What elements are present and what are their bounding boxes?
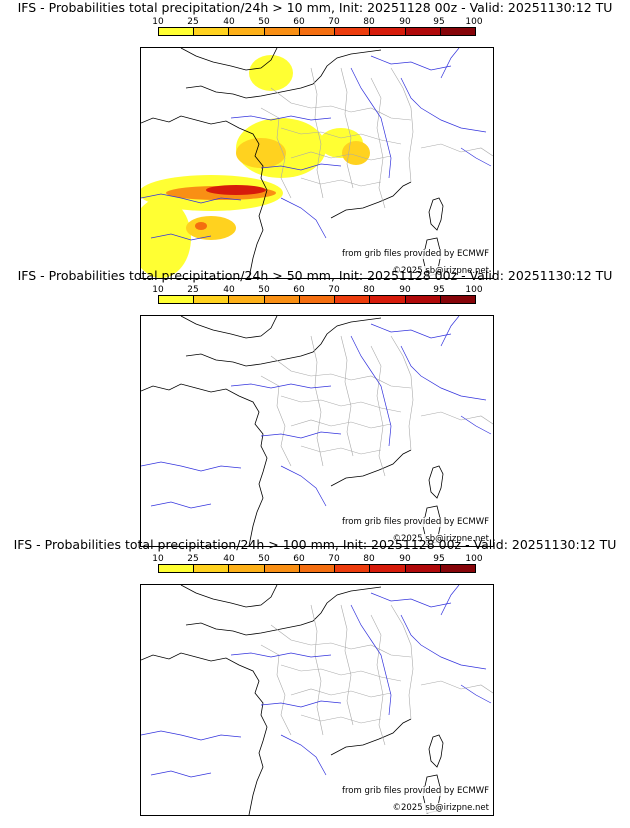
colorbar-tick-70: 70 xyxy=(328,285,340,295)
colorbar-segment xyxy=(229,296,265,303)
source-credit: from grib files provided by ECMWF xyxy=(342,249,489,259)
colorbar xyxy=(158,27,476,36)
precip-area-very-high xyxy=(206,185,266,195)
colorbar xyxy=(158,295,476,304)
colorbar-tick-50: 50 xyxy=(258,554,270,564)
colorbar-tick-95: 95 xyxy=(433,285,445,295)
colorbar-segment xyxy=(264,28,300,35)
colorbar-tick-100: 100 xyxy=(465,285,483,295)
map-canvas xyxy=(141,316,493,546)
colorbar-segment xyxy=(440,28,475,35)
colorbar-tick-70: 70 xyxy=(328,17,340,27)
precip-map: from grib files provided by ECMWF ©2025 … xyxy=(140,47,494,279)
colorbar-tick-10: 10 xyxy=(152,17,164,27)
colorbar-segment xyxy=(299,28,336,35)
precip-map: from grib files provided by ECMWF ©2025 … xyxy=(140,584,494,816)
colorbar-segment xyxy=(264,565,300,572)
precip-area-low xyxy=(141,198,191,278)
colorbar-tick-60: 60 xyxy=(293,285,305,295)
precip-area-high xyxy=(195,222,207,230)
colorbar-segment xyxy=(194,28,230,35)
map-canvas xyxy=(141,585,493,815)
colorbar-tick-90: 90 xyxy=(399,17,411,27)
precip-area-mid xyxy=(236,138,286,168)
colorbar-segment xyxy=(159,296,195,303)
colorbar-segment xyxy=(229,28,265,35)
panel-title: IFS - Probabilities total precipitation/… xyxy=(13,537,617,552)
colorbar-segment xyxy=(370,296,406,303)
colorbar-tick-25: 25 xyxy=(187,554,199,564)
precip-area-mid xyxy=(342,141,370,165)
map-panel-100mm: IFS - Probabilities total precipitation/… xyxy=(0,537,630,816)
precip-map: from grib files provided by ECMWF ©2025 … xyxy=(140,315,494,547)
copyright-credit: ©2025 sb@irizpne.net xyxy=(392,266,489,276)
colorbar-segment xyxy=(370,565,406,572)
colorbar-segment xyxy=(194,296,230,303)
colorbar-tick-labels: 10 25 40 50 60 70 80 90 95 100 xyxy=(143,17,489,27)
colorbar-tick-100: 100 xyxy=(465,554,483,564)
colorbar-tick-95: 95 xyxy=(433,17,445,27)
colorbar-tick-40: 40 xyxy=(223,554,235,564)
source-credit: from grib files provided by ECMWF xyxy=(342,517,489,527)
colorbar-tick-labels: 10 25 40 50 60 70 80 90 95 100 xyxy=(143,285,489,295)
colorbar-tick-40: 40 xyxy=(223,285,235,295)
map-panel-50mm: IFS - Probabilities total precipitation/… xyxy=(0,268,630,547)
map-panel-10mm: IFS - Probabilities total precipitation/… xyxy=(0,0,630,279)
colorbar-segment xyxy=(405,296,441,303)
colorbar-segment xyxy=(264,296,300,303)
colorbar-segment xyxy=(229,565,265,572)
panel-title: IFS - Probabilities total precipitation/… xyxy=(17,268,613,283)
colorbar-segment xyxy=(335,28,371,35)
colorbar-tick-60: 60 xyxy=(293,554,305,564)
colorbar-tick-90: 90 xyxy=(399,285,411,295)
precip-area-low xyxy=(249,55,293,91)
colorbar-tick-80: 80 xyxy=(363,285,375,295)
colorbar-segment xyxy=(405,565,441,572)
precip-area-mid xyxy=(186,216,236,240)
colorbar-tick-10: 10 xyxy=(152,554,164,564)
colorbar-tick-60: 60 xyxy=(293,17,305,27)
colorbar-segment xyxy=(159,28,195,35)
colorbar-segment xyxy=(370,28,406,35)
colorbar-tick-50: 50 xyxy=(258,285,270,295)
panel-title: IFS - Probabilities total precipitation/… xyxy=(17,0,613,15)
colorbar-tick-10: 10 xyxy=(152,285,164,295)
source-credit: from grib files provided by ECMWF xyxy=(342,786,489,796)
copyright-credit: ©2025 sb@irizpne.net xyxy=(392,534,489,544)
colorbar-segment xyxy=(440,565,475,572)
colorbar-segment xyxy=(405,28,441,35)
copyright-credit: ©2025 sb@irizpne.net xyxy=(392,803,489,813)
map-canvas xyxy=(141,48,493,278)
colorbar-tick-labels: 10 25 40 50 60 70 80 90 95 100 xyxy=(143,554,489,564)
colorbar-tick-80: 80 xyxy=(363,17,375,27)
colorbar-tick-95: 95 xyxy=(433,554,445,564)
colorbar-tick-70: 70 xyxy=(328,554,340,564)
colorbar-segment xyxy=(299,565,336,572)
colorbar-tick-90: 90 xyxy=(399,554,411,564)
colorbar-segment xyxy=(335,565,371,572)
colorbar xyxy=(158,564,476,573)
colorbar-tick-80: 80 xyxy=(363,554,375,564)
colorbar-segment xyxy=(440,296,475,303)
colorbar-tick-100: 100 xyxy=(465,17,483,27)
colorbar-segment xyxy=(299,296,336,303)
colorbar-segment xyxy=(194,565,230,572)
colorbar-segment xyxy=(159,565,195,572)
colorbar-tick-25: 25 xyxy=(187,17,199,27)
colorbar-segment xyxy=(335,296,371,303)
colorbar-tick-40: 40 xyxy=(223,17,235,27)
colorbar-tick-50: 50 xyxy=(258,17,270,27)
colorbar-tick-25: 25 xyxy=(187,285,199,295)
